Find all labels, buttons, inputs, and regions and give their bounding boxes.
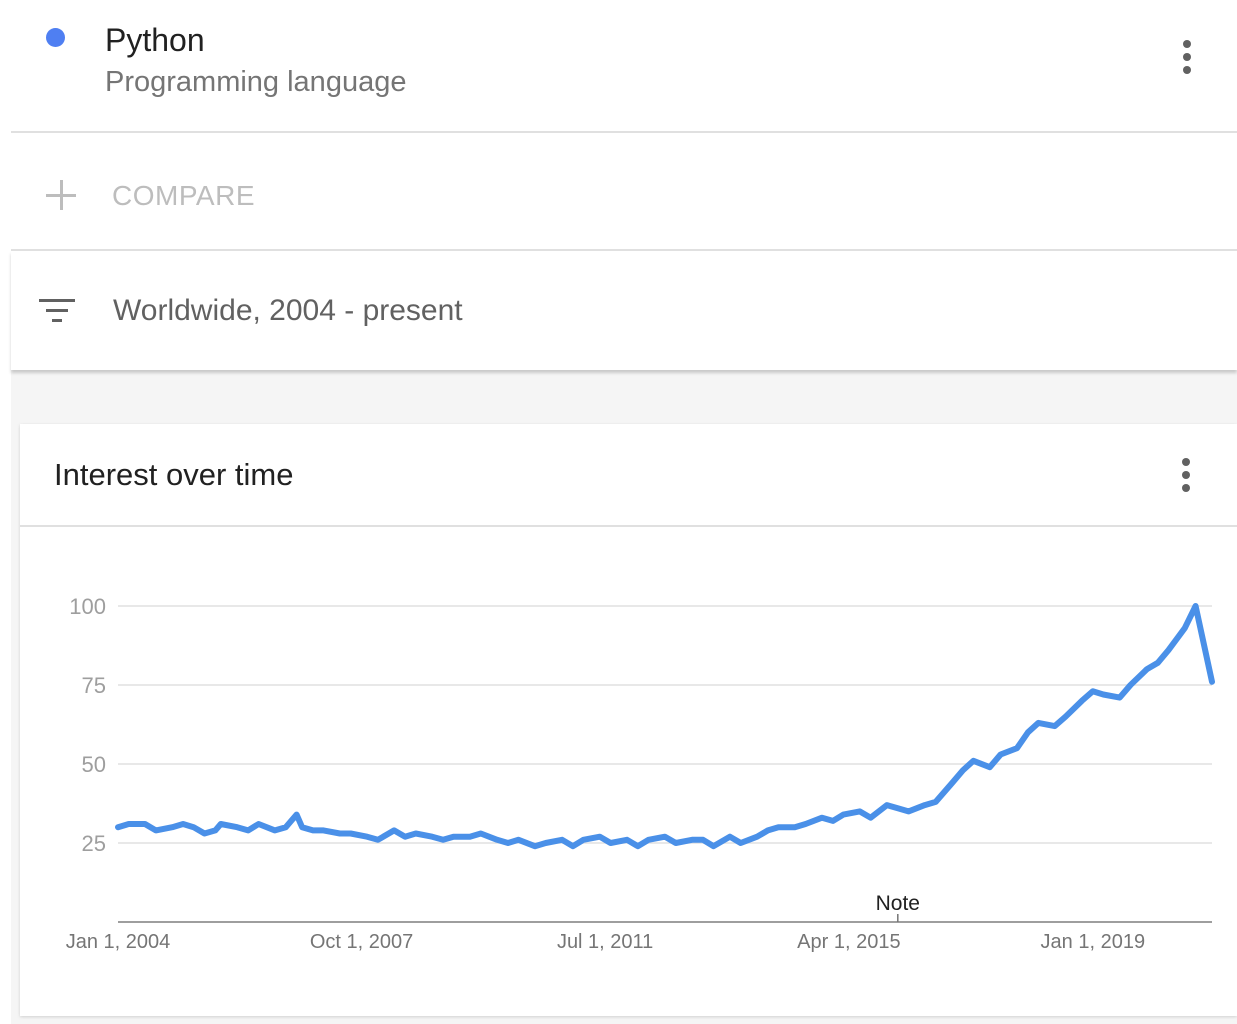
term-name: Python [105, 22, 205, 58]
series-line [115, 603, 1215, 850]
x-tick-label: Apr 1, 2015 [797, 931, 900, 953]
annotation-note: Note [876, 892, 920, 915]
term-category: Programming language [105, 66, 407, 98]
card-title: Interest over time [54, 457, 294, 492]
compare-label: COMPARE [112, 180, 255, 211]
x-tick-label: Jan 1, 2019 [1041, 931, 1146, 953]
compare-button[interactable]: COMPARE [11, 133, 1237, 251]
card-header: Interest over time [20, 424, 1237, 527]
search-term-row: Python Programming language [11, 0, 1237, 133]
x-tick-label: Jul 1, 2011 [557, 931, 653, 953]
term-color-dot [46, 28, 65, 47]
interest-over-time-card: Interest over time 25 50 75 100 Jan 1, 2004 O… [20, 424, 1237, 1016]
filter-icon [39, 299, 75, 327]
more-vert-icon[interactable] [1180, 40, 1194, 80]
y-tick-label: 100 [69, 594, 106, 619]
y-tick-label: 25 [82, 831, 106, 856]
interest-line-chart: 25 50 75 100 Jan 1, 2004 Oct 1, 2007 Jul 1, 20… [66, 594, 1215, 953]
filter-label: Worldwide, 2004 - present [113, 294, 463, 327]
plus-icon [46, 180, 76, 210]
filter-bar[interactable]: Worldwide, 2004 - present [11, 251, 1237, 370]
y-tick-label: 50 [82, 752, 106, 777]
x-tick-label: Jan 1, 2004 [66, 931, 171, 953]
y-tick-label: 75 [82, 673, 106, 698]
more-vert-icon[interactable] [1179, 458, 1193, 498]
x-tick-label: Oct 1, 2007 [310, 931, 413, 953]
